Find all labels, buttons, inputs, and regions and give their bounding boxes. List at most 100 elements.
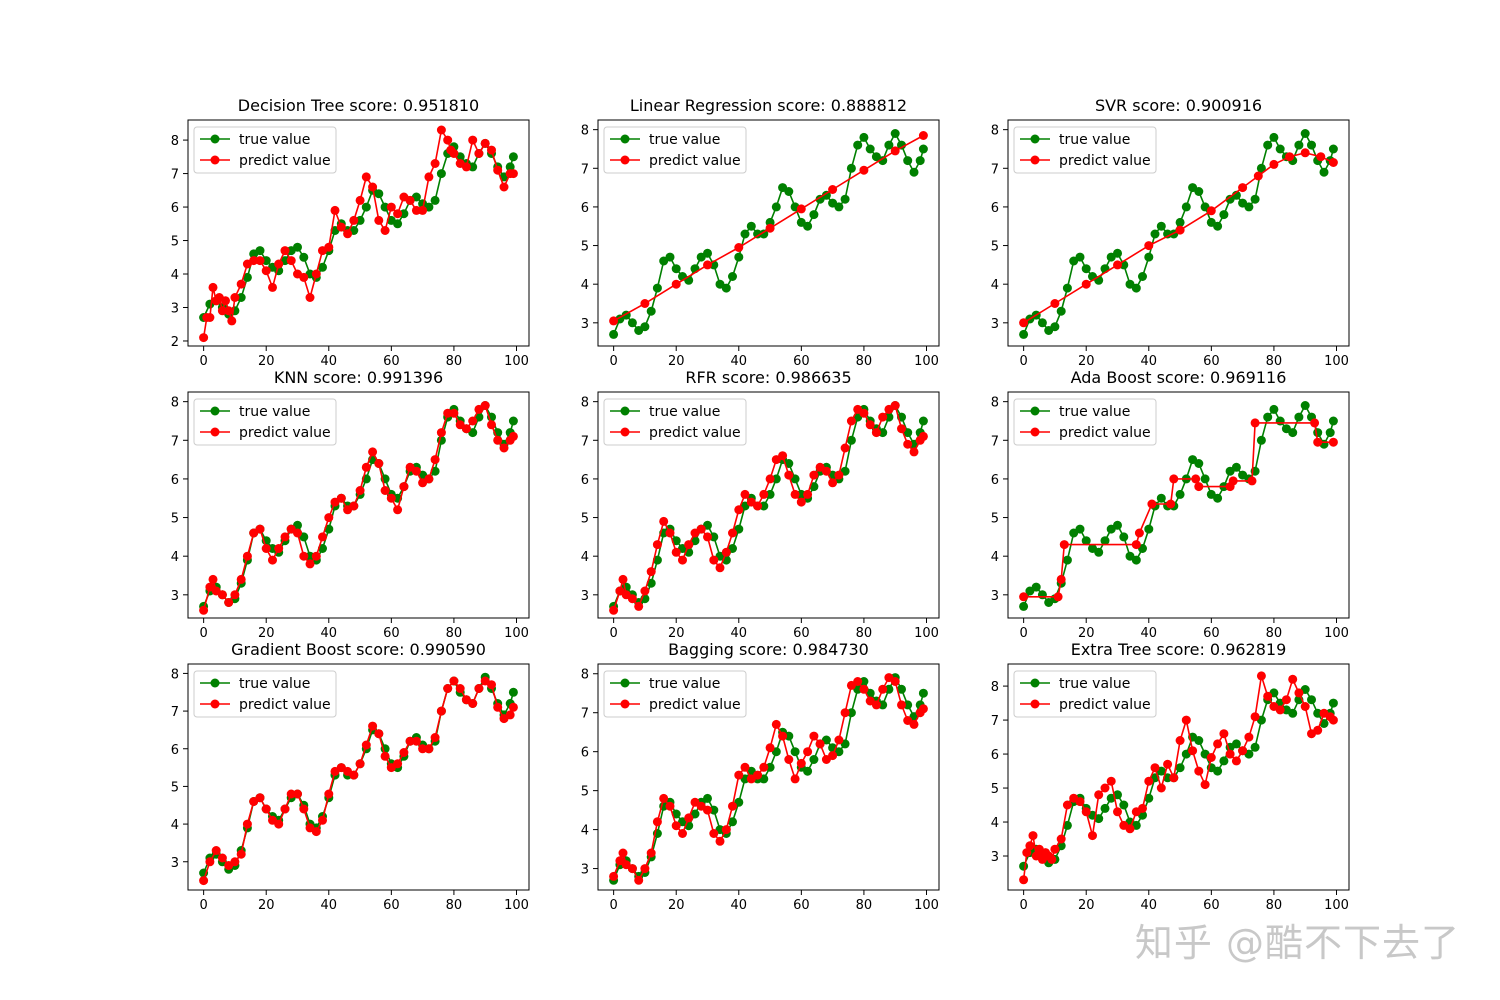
data-point [1307, 695, 1316, 705]
data-point [1019, 601, 1029, 611]
data-point [828, 478, 838, 488]
y-tick-label: 3 [581, 317, 589, 332]
data-point [508, 152, 518, 162]
data-point [878, 700, 888, 710]
data-point [305, 293, 315, 302]
data-point [1156, 783, 1166, 793]
data-point [790, 489, 800, 499]
data-point [884, 140, 894, 150]
data-point [208, 574, 218, 584]
data-point [765, 762, 775, 772]
data-point [286, 256, 296, 266]
data-point [208, 282, 218, 292]
data-point [1113, 807, 1122, 817]
data-point [374, 459, 384, 468]
y-tick-label: 4 [171, 268, 179, 283]
data-point [1328, 698, 1338, 708]
y-tick-label: 4 [581, 278, 589, 293]
data-point [418, 744, 428, 754]
data-point [734, 252, 744, 262]
legend-swatch-marker-predict [620, 699, 630, 709]
data-point [211, 846, 221, 855]
data-point [1144, 252, 1154, 262]
series-line-predict [612, 404, 925, 611]
data-point [803, 221, 813, 231]
data-point [1075, 524, 1085, 534]
data-point [897, 684, 906, 694]
data-point [461, 162, 471, 172]
data-point [609, 871, 619, 881]
legend-swatch-marker-true [210, 134, 220, 144]
data-point [1288, 674, 1298, 684]
y-tick-label: 6 [991, 201, 999, 216]
data-point [796, 497, 806, 507]
legend-swatch-marker-predict [210, 699, 220, 709]
data-point [318, 815, 327, 825]
data-point [734, 505, 744, 515]
data-point [236, 279, 246, 289]
data-point [405, 195, 415, 205]
data-point [846, 435, 856, 445]
data-point [480, 401, 490, 410]
data-point [424, 474, 434, 484]
data-point [355, 486, 365, 495]
data-point [505, 162, 515, 172]
data-point [1250, 742, 1260, 752]
data-point [217, 306, 227, 316]
data-point [1075, 797, 1085, 807]
data-point [368, 721, 378, 731]
data-point [324, 789, 334, 799]
data-point [1294, 140, 1304, 150]
data-point [1328, 437, 1338, 447]
legend-swatch-marker-true [620, 406, 630, 416]
data-point [1247, 476, 1257, 486]
data-point [627, 318, 637, 328]
data-point [878, 684, 888, 694]
data-point [430, 733, 440, 742]
data-point [1206, 753, 1216, 762]
data-point [1028, 831, 1038, 841]
data-point [424, 172, 434, 182]
x-tick-label: 20 [258, 354, 275, 369]
data-point [349, 501, 359, 511]
data-point [1175, 489, 1185, 499]
data-point [1313, 725, 1323, 735]
data-point [227, 316, 237, 326]
data-point [508, 702, 518, 712]
data-point [1169, 773, 1179, 783]
data-point [1019, 592, 1029, 602]
data-point [918, 131, 928, 140]
data-point [778, 451, 788, 461]
data-point [1081, 536, 1091, 546]
legend-swatch-marker-true [1030, 678, 1040, 688]
data-point [803, 766, 813, 776]
data-point [461, 424, 471, 434]
data-point [678, 555, 687, 565]
x-tick-label: 80 [1266, 626, 1283, 641]
data-point [318, 532, 327, 542]
data-point [884, 412, 894, 422]
data-point [361, 462, 371, 472]
y-tick-label: 8 [581, 124, 589, 139]
data-point [411, 466, 421, 476]
subplot-title: SVR score: 0.900916 [1095, 96, 1262, 115]
y-tick-label: 6 [171, 743, 179, 758]
y-tick-label: 6 [581, 473, 589, 488]
y-tick-label: 7 [171, 705, 179, 720]
x-tick-label: 100 [914, 354, 939, 369]
data-point [1316, 152, 1326, 162]
data-point [640, 586, 650, 596]
x-tick-label: 80 [1266, 354, 1283, 369]
data-point [405, 736, 415, 746]
data-point [1194, 766, 1204, 776]
data-point [1181, 202, 1191, 212]
legend-label-true: true value [649, 132, 720, 148]
data-point [659, 793, 669, 803]
data-point [909, 447, 919, 457]
x-tick-label: 80 [856, 354, 873, 369]
legend-label-predict: predict value [649, 697, 741, 713]
data-point [217, 590, 227, 600]
data-point [430, 455, 440, 465]
data-point [909, 719, 919, 729]
y-tick-label: 7 [581, 434, 589, 449]
